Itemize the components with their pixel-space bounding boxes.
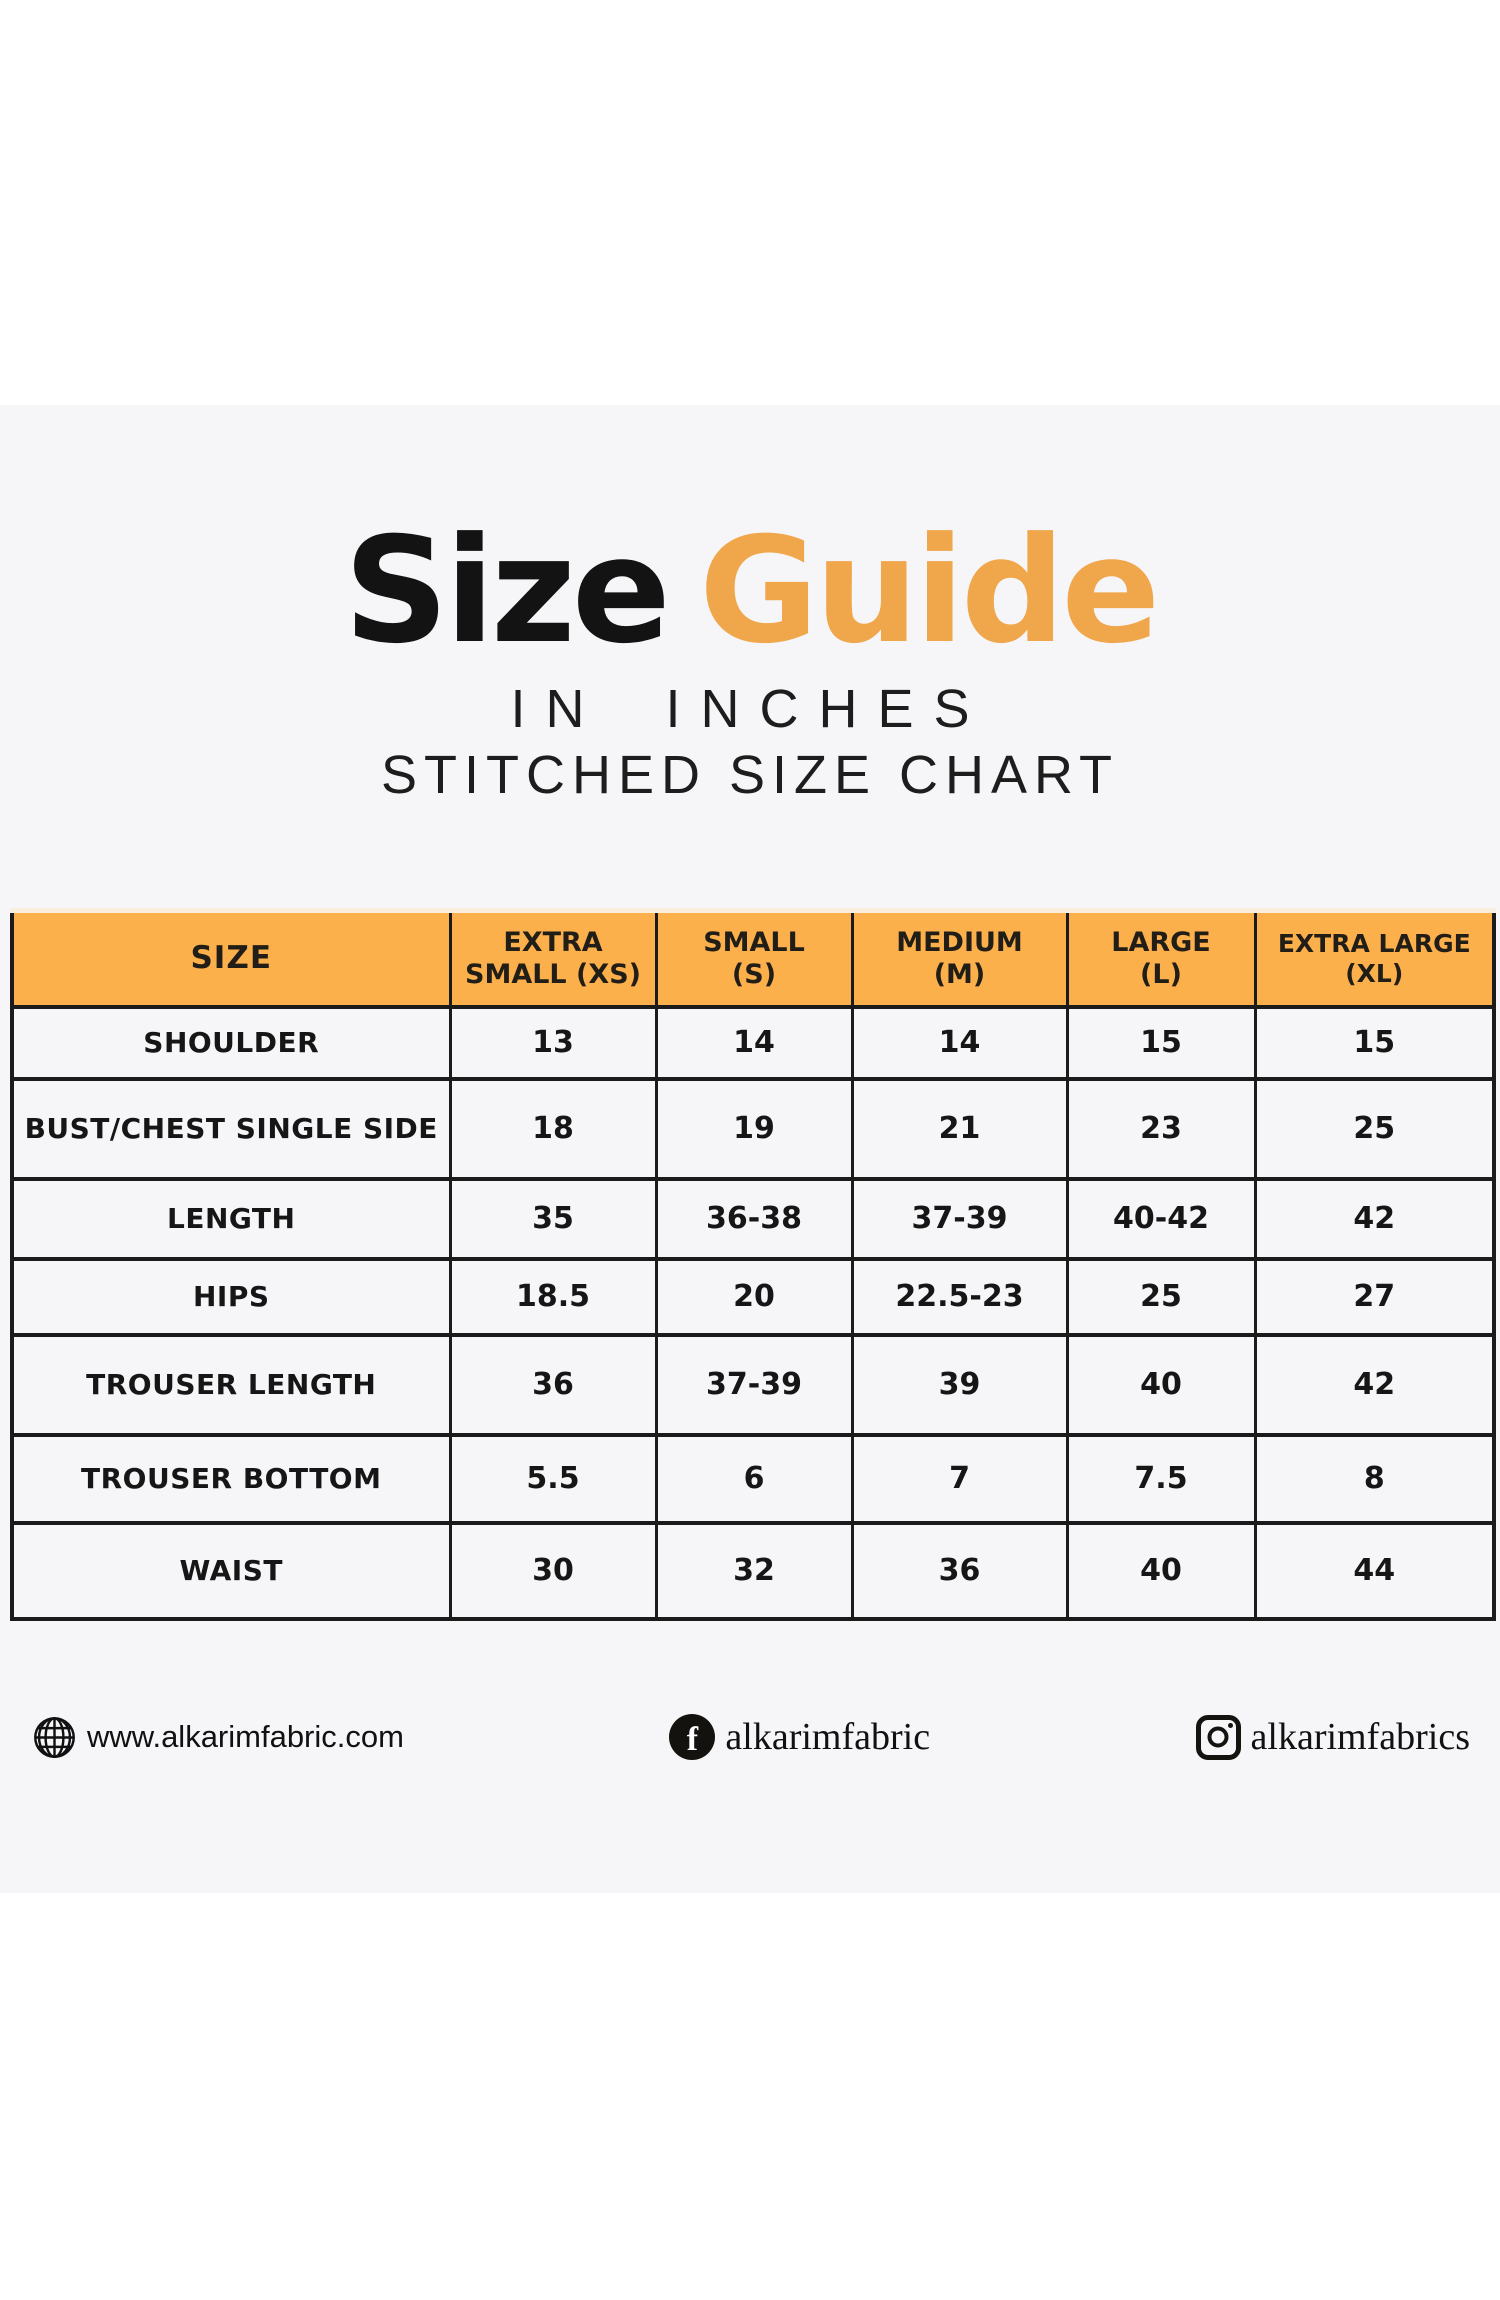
cell-value: 25 bbox=[1065, 1256, 1257, 1337]
globe-icon bbox=[34, 1716, 75, 1758]
cell-value: 39 bbox=[850, 1332, 1069, 1437]
cell-value: 32 bbox=[654, 1520, 854, 1621]
table-row-hips: HIPS 18.5 20 22.5-23 25 27 bbox=[10, 1256, 1496, 1337]
row-label: SHOULDER bbox=[10, 1004, 452, 1081]
cell-value: 6 bbox=[654, 1432, 854, 1525]
table-row-shoulder: SHOULDER 13 14 14 15 15 bbox=[10, 1004, 1496, 1081]
title-word-guide: Guide bbox=[698, 506, 1160, 676]
table-row-trouser-bottom: TROUSER BOTTOM 5.5 6 7 7.5 8 bbox=[10, 1432, 1496, 1525]
table-row-waist: WAIST 30 32 36 40 44 bbox=[10, 1520, 1496, 1621]
col-header-medium: MEDIUM (M) bbox=[850, 910, 1069, 1009]
cell-value: 35 bbox=[448, 1176, 658, 1261]
cell-value: 7 bbox=[850, 1432, 1069, 1525]
size-chart-table: SIZE EXTRA SMALL (XS) SMALL (S) MEDIUM (… bbox=[10, 908, 1496, 1621]
instagram-handle: alkarimfabrics bbox=[1250, 1716, 1470, 1758]
table-row-bust-chest: BUST/CHEST SINGLE SIDE 18 19 21 23 25 bbox=[10, 1076, 1496, 1181]
row-label: TROUSER BOTTOM bbox=[10, 1432, 452, 1525]
cell-value: 37-39 bbox=[850, 1176, 1069, 1261]
cell-value: 5.5 bbox=[448, 1432, 658, 1525]
facebook-handle: alkarimfabric bbox=[725, 1716, 931, 1758]
cell-value: 8 bbox=[1253, 1432, 1496, 1525]
cell-value: 18 bbox=[448, 1076, 658, 1181]
facebook-icon: f bbox=[669, 1714, 716, 1760]
cell-value: 21 bbox=[850, 1076, 1069, 1181]
col-header-extra-small: EXTRA SMALL (XS) bbox=[448, 910, 658, 1009]
row-label: LENGTH bbox=[10, 1176, 452, 1261]
cell-value: 23 bbox=[1065, 1076, 1257, 1181]
row-label: WAIST bbox=[10, 1520, 452, 1621]
footer: www.alkarimfabric.com f alkarimfabric al… bbox=[0, 1700, 1500, 1774]
cell-value: 36 bbox=[850, 1520, 1069, 1621]
subtitle-in-inches: IN INCHES bbox=[510, 679, 990, 739]
row-label: TROUSER LENGTH bbox=[10, 1332, 452, 1437]
col-header-large: LARGE (L) bbox=[1065, 910, 1257, 1009]
cell-value: 40 bbox=[1065, 1520, 1257, 1621]
cell-value: 14 bbox=[654, 1004, 854, 1081]
cell-value: 15 bbox=[1253, 1004, 1496, 1081]
cell-value: 25 bbox=[1253, 1076, 1496, 1181]
page-title: Size Guide bbox=[0, 518, 1500, 664]
table-row-length: LENGTH 35 36-38 37-39 40-42 42 bbox=[10, 1176, 1496, 1261]
cell-value: 20 bbox=[654, 1256, 854, 1337]
cell-value: 40 bbox=[1065, 1332, 1257, 1437]
website-link[interactable]: www.alkarimfabric.com bbox=[32, 1715, 404, 1760]
col-header-small: SMALL (S) bbox=[654, 910, 854, 1009]
instagram-link[interactable]: alkarimfabrics bbox=[1195, 1714, 1470, 1760]
cell-value: 44 bbox=[1253, 1520, 1496, 1621]
website-text: www.alkarimfabric.com bbox=[87, 1719, 404, 1754]
cell-value: 7.5 bbox=[1065, 1432, 1257, 1525]
cell-value: 42 bbox=[1253, 1332, 1496, 1437]
cell-value: 40-42 bbox=[1065, 1176, 1257, 1261]
cell-value: 13 bbox=[448, 1004, 658, 1081]
cell-value: 18.5 bbox=[448, 1256, 658, 1337]
cell-value: 15 bbox=[1065, 1004, 1257, 1081]
row-label: HIPS bbox=[10, 1256, 452, 1337]
col-header-extra-large: EXTRA LARGE (XL) bbox=[1253, 910, 1496, 1009]
cell-value: 27 bbox=[1253, 1256, 1496, 1337]
cell-value: 14 bbox=[850, 1004, 1069, 1081]
table-row-trouser-length: TROUSER LENGTH 36 37-39 39 40 42 bbox=[10, 1332, 1496, 1437]
title-word-size: Size bbox=[343, 506, 671, 676]
facebook-link[interactable]: f alkarimfabric bbox=[669, 1714, 930, 1760]
cell-value: 19 bbox=[654, 1076, 854, 1181]
table-header-row: SIZE EXTRA SMALL (XS) SMALL (S) MEDIUM (… bbox=[10, 910, 1496, 1009]
col-header-size: SIZE bbox=[10, 910, 452, 1009]
instagram-icon bbox=[1195, 1714, 1241, 1760]
cell-value: 37-39 bbox=[654, 1332, 854, 1437]
cell-value: 36-38 bbox=[654, 1176, 854, 1261]
cell-value: 36 bbox=[448, 1332, 658, 1437]
cell-value: 42 bbox=[1253, 1176, 1496, 1261]
facebook-f-glyph: f bbox=[686, 1721, 699, 1758]
row-label: BUST/CHEST SINGLE SIDE bbox=[10, 1076, 452, 1181]
subtitle-stitched-size-chart: STITCHED SIZE CHART bbox=[380, 745, 1120, 805]
cell-value: 30 bbox=[448, 1520, 658, 1621]
cell-value: 22.5-23 bbox=[850, 1256, 1069, 1337]
